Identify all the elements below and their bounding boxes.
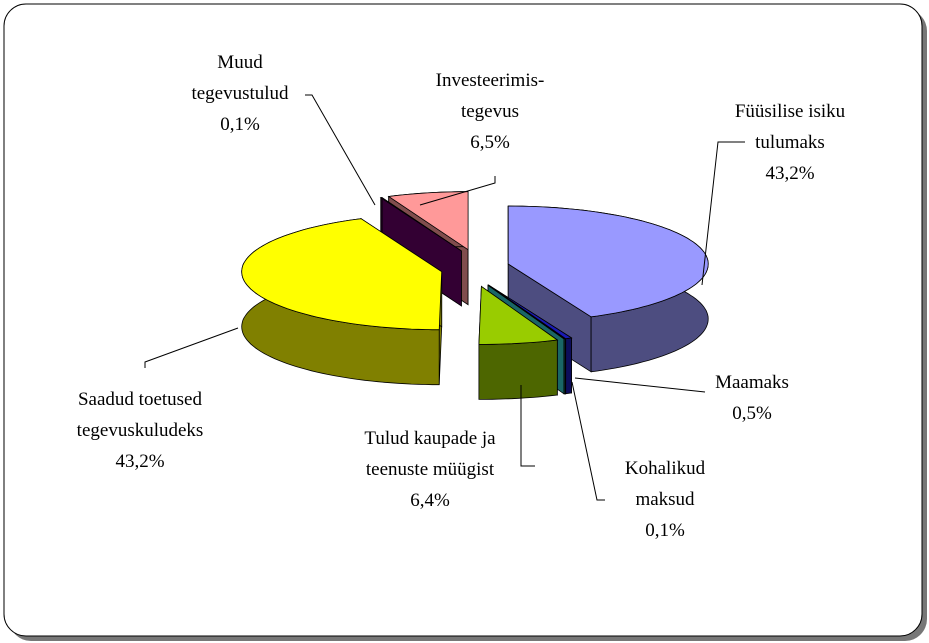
leader-line — [574, 377, 706, 393]
slice-side — [478, 339, 558, 400]
label-line: Maamaks — [715, 372, 789, 393]
slice — [387, 191, 469, 251]
label-line: tegevuskuludeks — [77, 420, 204, 441]
category-label: Füüsilise isiku tulumaks — [735, 101, 846, 153]
category-label: Tulud kaupade ja teenuste müügist — [364, 428, 496, 480]
slice — [488, 284, 573, 340]
slice-side — [565, 337, 572, 395]
slice-side — [563, 338, 566, 395]
label-line: tegevustulud — [191, 83, 289, 104]
label-line: Investeerimis- — [436, 70, 545, 91]
value-label: 0,1% — [645, 520, 685, 541]
label-line: tulumaks — [755, 132, 825, 153]
leader-line — [701, 141, 745, 286]
slice — [487, 284, 567, 340]
category-label: Saadud toetused tegevuskuludeks — [77, 389, 204, 441]
label-line: Tulud kaupade ja — [364, 428, 496, 449]
slice — [478, 285, 559, 345]
leader-line — [520, 385, 535, 467]
leader-line — [144, 327, 239, 368]
slice — [379, 197, 462, 252]
leader-line — [419, 176, 496, 206]
label-line: Kohalikud — [625, 458, 706, 479]
label-line: maksud — [635, 489, 695, 510]
value-label: 0,1% — [220, 114, 260, 135]
value-label: 6,4% — [410, 490, 450, 511]
category-label: Muud tegevustulud — [191, 52, 289, 104]
value-label: 43,2% — [765, 163, 814, 184]
label-line: teenuste müügist — [366, 459, 495, 480]
category-label: Maamaks — [715, 372, 789, 393]
category-label: Investeerimis-tegevus — [436, 70, 545, 122]
label-line: Muud — [217, 52, 263, 73]
slice — [241, 218, 443, 331]
value-label: 6,5% — [470, 132, 510, 153]
label-line: tegevus — [461, 101, 519, 122]
value-label: 43,2% — [115, 451, 164, 472]
leader-line — [305, 94, 376, 206]
frame — [3, 3, 923, 637]
value-label: 0,5% — [732, 403, 772, 424]
slice — [507, 205, 709, 318]
label-line: Füüsilise isiku — [735, 101, 846, 122]
leader-line — [571, 381, 605, 501]
label-line: Saadud toetused — [78, 389, 203, 410]
category-label: Kohalikud maksud — [625, 458, 706, 510]
